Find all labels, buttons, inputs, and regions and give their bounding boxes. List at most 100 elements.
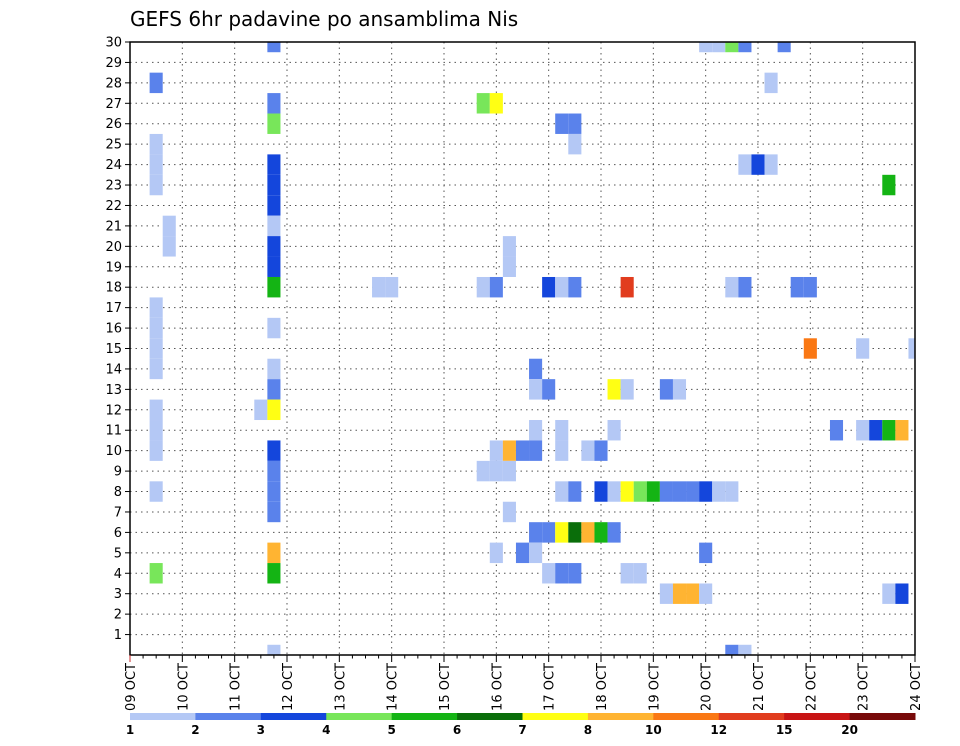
heatmap-cell bbox=[149, 297, 163, 318]
legend-swatch bbox=[849, 713, 916, 720]
heatmap-cell bbox=[267, 501, 281, 523]
heatmap-cell bbox=[515, 440, 530, 461]
heatmap-cell bbox=[659, 379, 673, 400]
heatmap-cell bbox=[895, 583, 909, 604]
y-tick-label: 23 bbox=[105, 179, 122, 194]
heatmap-cell bbox=[542, 276, 556, 298]
y-tick-label: 6 bbox=[114, 526, 122, 541]
heatmap-cell bbox=[699, 583, 713, 604]
heatmap-cell bbox=[267, 460, 281, 482]
heatmap-cell bbox=[529, 379, 543, 400]
heatmap-cell bbox=[882, 174, 896, 196]
heatmap-cell bbox=[882, 583, 896, 604]
heatmap-cell bbox=[738, 276, 752, 298]
heatmap-cell bbox=[476, 276, 490, 298]
legend-swatch bbox=[784, 713, 851, 720]
heatmap-cell bbox=[568, 522, 582, 543]
heatmap-cell bbox=[529, 542, 543, 564]
y-tick-label: 15 bbox=[105, 342, 122, 357]
heatmap-cell bbox=[568, 563, 582, 584]
heatmap-cell bbox=[149, 72, 163, 94]
heatmap-cell bbox=[633, 481, 647, 502]
y-tick-label: 11 bbox=[105, 424, 122, 439]
y-tick-label: 24 bbox=[105, 158, 122, 173]
legend-swatch bbox=[195, 713, 262, 720]
heatmap-cell bbox=[869, 420, 883, 441]
heatmap-cell bbox=[594, 481, 608, 502]
heatmap-cell bbox=[267, 399, 281, 421]
heatmap-cell bbox=[607, 379, 621, 400]
heatmap-cell bbox=[803, 276, 817, 298]
y-tick-label: 18 bbox=[105, 281, 122, 296]
heatmap-cell bbox=[620, 276, 634, 298]
heatmap-cell bbox=[725, 644, 739, 655]
x-tick-label: 18 OCT bbox=[595, 663, 610, 711]
heatmap-cell bbox=[568, 113, 582, 134]
legend-label: 4 bbox=[322, 723, 330, 737]
x-tick-label: 24 OCT bbox=[909, 663, 924, 711]
y-tick-label: 25 bbox=[105, 138, 122, 153]
heatmap-cell bbox=[489, 460, 503, 482]
y-tick-label: 9 bbox=[114, 465, 122, 480]
legend-label: 6 bbox=[453, 723, 461, 737]
heatmap-cell bbox=[502, 460, 516, 482]
x-tick-label: 21 OCT bbox=[752, 663, 767, 711]
heatmap-cell bbox=[725, 42, 739, 53]
heatmap-cell bbox=[267, 481, 281, 502]
y-tick-label: 29 bbox=[105, 56, 122, 71]
heatmap-cell bbox=[542, 379, 556, 400]
heatmap-cell bbox=[672, 481, 687, 502]
heatmap-cell bbox=[908, 338, 915, 359]
heatmap-cell bbox=[502, 256, 516, 277]
legend-swatch bbox=[391, 713, 458, 720]
y-tick-label: 17 bbox=[105, 301, 122, 316]
heatmap-cell bbox=[581, 440, 595, 461]
heatmap-cell bbox=[712, 481, 726, 502]
y-tick-label: 22 bbox=[105, 199, 122, 214]
heatmap-cell bbox=[529, 440, 543, 461]
heatmap-cell bbox=[594, 522, 608, 543]
heatmap-cell bbox=[699, 542, 713, 564]
heatmap-cell bbox=[699, 42, 713, 53]
heatmap-cell bbox=[267, 195, 281, 216]
y-tick-label: 21 bbox=[105, 219, 122, 234]
x-tick-label: 19 OCT bbox=[647, 663, 662, 711]
heatmap-cell bbox=[149, 399, 163, 421]
heatmap-cell bbox=[254, 399, 268, 421]
legend-label: 10 bbox=[645, 723, 662, 737]
legend-swatch bbox=[457, 713, 523, 720]
y-tick-label: 20 bbox=[105, 240, 122, 255]
color-legend: 1 2 3 4 5 6 7 8 10 12 15 20 bbox=[126, 713, 916, 737]
heatmap-cell bbox=[856, 338, 870, 359]
heatmap-cell bbox=[267, 542, 281, 564]
heatmap-cell bbox=[267, 236, 281, 257]
heatmap-cells bbox=[149, 42, 915, 655]
heatmap-cell bbox=[502, 236, 516, 257]
heatmap-cell bbox=[581, 522, 595, 543]
heatmap-cell bbox=[659, 481, 673, 502]
heatmap-cell bbox=[267, 317, 281, 339]
y-tick-label: 10 bbox=[105, 444, 122, 459]
y-tick-label: 13 bbox=[105, 383, 122, 398]
y-tick-label: 8 bbox=[114, 485, 122, 500]
legend-swatch bbox=[522, 713, 589, 720]
heatmap-cell bbox=[149, 563, 163, 584]
heatmap-cell bbox=[149, 338, 163, 359]
heatmap-cell bbox=[555, 113, 569, 134]
heatmap-cell bbox=[607, 481, 621, 502]
heatmap-cell bbox=[568, 481, 582, 502]
y-tick-label: 4 bbox=[114, 567, 122, 582]
heatmap-cell bbox=[476, 93, 490, 114]
legend-label: 1 bbox=[126, 723, 134, 737]
y-tick-label: 14 bbox=[105, 362, 122, 377]
heatmap-cell bbox=[555, 420, 569, 441]
heatmap-cell bbox=[764, 154, 778, 175]
legend-swatch bbox=[260, 713, 327, 720]
heatmap-cell bbox=[790, 276, 804, 298]
heatmap-cell bbox=[267, 358, 281, 380]
heatmap-cell bbox=[162, 215, 176, 237]
heatmap-cell bbox=[149, 317, 163, 339]
heatmap-cell bbox=[149, 481, 163, 502]
